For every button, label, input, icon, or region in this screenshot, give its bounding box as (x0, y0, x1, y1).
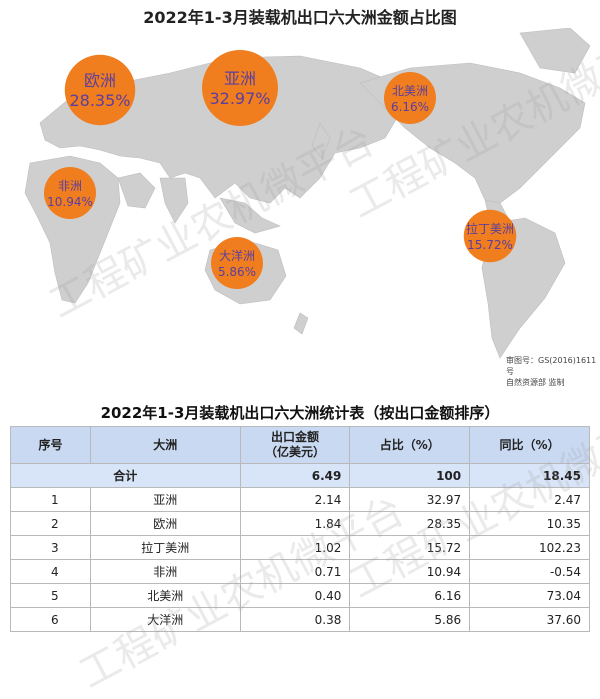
cell-share: 15.72 (349, 535, 471, 560)
bubble-category-label: 欧洲 (84, 71, 116, 90)
bubble-5 (384, 72, 436, 124)
bubble-category-label: 拉丁美洲 (466, 221, 514, 236)
cell-index: 5 (10, 583, 91, 608)
cell-amount: 1.84 (239, 511, 351, 536)
cell-amount: 0.38 (239, 607, 351, 632)
greenland-shape (519, 28, 591, 74)
cell-continent: 北美洲 (89, 583, 241, 608)
map-approval-note: 审图号：GS(2016)1611号 自然资源部 监制 (506, 355, 598, 388)
cell-share: 32.97 (349, 487, 471, 512)
cell-amount: 1.02 (239, 535, 351, 560)
bubble-value-label: 15.72% (467, 238, 513, 252)
cell-yoy: 73.04 (469, 583, 590, 608)
cell-yoy: 10.35 (469, 511, 590, 536)
total-amount: 6.49 (239, 463, 351, 488)
total-yoy: 18.45 (469, 463, 590, 488)
cell-index: 2 (10, 511, 91, 536)
cell-yoy: -0.54 (469, 559, 590, 584)
map-title: 2022年1-3月装载机出口六大洲金额占比图 (143, 8, 457, 27)
table-header-row: 序号 大洲 出口金额 （亿美元） 占比（%） 同比（%） (10, 426, 590, 464)
bubble-category-label: 非洲 (58, 179, 82, 193)
col-header-amount: 出口金额 （亿美元） (239, 426, 351, 464)
cell-yoy: 37.60 (469, 607, 590, 632)
total-share: 100 (349, 463, 471, 488)
cell-share: 5.86 (349, 607, 471, 632)
bubble-3 (463, 209, 517, 263)
bubble-value-label: 10.94% (47, 195, 93, 209)
bubble-value-label: 28.35% (69, 91, 130, 110)
approval-line: 审图号：GS(2016)1611号 (506, 356, 597, 376)
cell-amount: 2.14 (239, 487, 351, 512)
col-header-index: 序号 (10, 426, 91, 464)
new-zealand-shape (293, 312, 309, 335)
table-row: 1 亚洲 2.14 32.97 2.47 (10, 487, 590, 512)
col-header-yoy: 同比（%） (469, 426, 590, 464)
japan-shape (311, 122, 331, 159)
bubble-1 (202, 50, 278, 126)
india-shape (159, 177, 189, 224)
bubble-4 (44, 167, 96, 219)
table-row: 4 非洲 0.71 10.94 -0.54 (10, 559, 590, 584)
cell-continent: 非洲 (89, 559, 241, 584)
cell-index: 6 (10, 607, 91, 632)
cell-index: 4 (10, 559, 91, 584)
cell-share: 28.35 (349, 511, 471, 536)
cell-share: 6.16 (349, 583, 471, 608)
table-row: 3 拉丁美洲 1.02 15.72 102.23 (10, 535, 590, 560)
bubble-6 (211, 237, 263, 289)
cell-amount: 0.40 (239, 583, 351, 608)
cell-share: 10.94 (349, 559, 471, 584)
cell-amount: 0.71 (239, 559, 351, 584)
bubble-2 (64, 54, 136, 126)
table-row: 6 大洋洲 0.38 5.86 37.60 (10, 607, 590, 632)
stats-table: 序号 大洲 出口金额 （亿美元） 占比（%） 同比（%） 合计 6.49 100… (10, 426, 590, 632)
total-label: 合计 (10, 463, 241, 488)
bubble-category-label: 大洋洲 (219, 248, 255, 263)
bubble-value-label: 32.97% (209, 89, 270, 108)
cell-index: 1 (10, 487, 91, 512)
cell-continent: 亚洲 (89, 487, 241, 512)
bubble-category-label: 北美洲 (392, 84, 428, 98)
cell-continent: 拉丁美洲 (89, 535, 241, 560)
table-row: 2 欧洲 1.84 28.35 10.35 (10, 511, 590, 536)
col-header-share: 占比（%） (349, 426, 471, 464)
bubble-value-label: 5.86% (218, 265, 256, 279)
cell-yoy: 2.47 (469, 487, 590, 512)
col-header-continent: 大洲 (89, 426, 241, 464)
cell-continent: 欧洲 (89, 511, 241, 536)
bubble-category-label: 亚洲 (224, 69, 256, 88)
table-total-row: 合计 6.49 100 18.45 (10, 463, 590, 488)
southeast-asia-shape (219, 197, 281, 234)
cell-yoy: 102.23 (469, 535, 590, 560)
arabia-shape (117, 172, 156, 209)
world-map-chart: 亚洲 32.97% 欧洲 28.35% 拉丁美洲 15.72% 非洲 10.94% 北美洲 6.1… (0, 28, 600, 388)
table-row: 5 北美洲 0.40 6.16 73.04 (10, 583, 590, 608)
table-title: 2022年1-3月装载机出口六大洲统计表（按出口金额排序） (100, 404, 500, 422)
approval-line: 自然资源部 监制 (506, 378, 565, 387)
cell-continent: 大洋洲 (89, 607, 241, 632)
bubble-value-label: 6.16% (391, 100, 429, 114)
cell-index: 3 (10, 535, 91, 560)
